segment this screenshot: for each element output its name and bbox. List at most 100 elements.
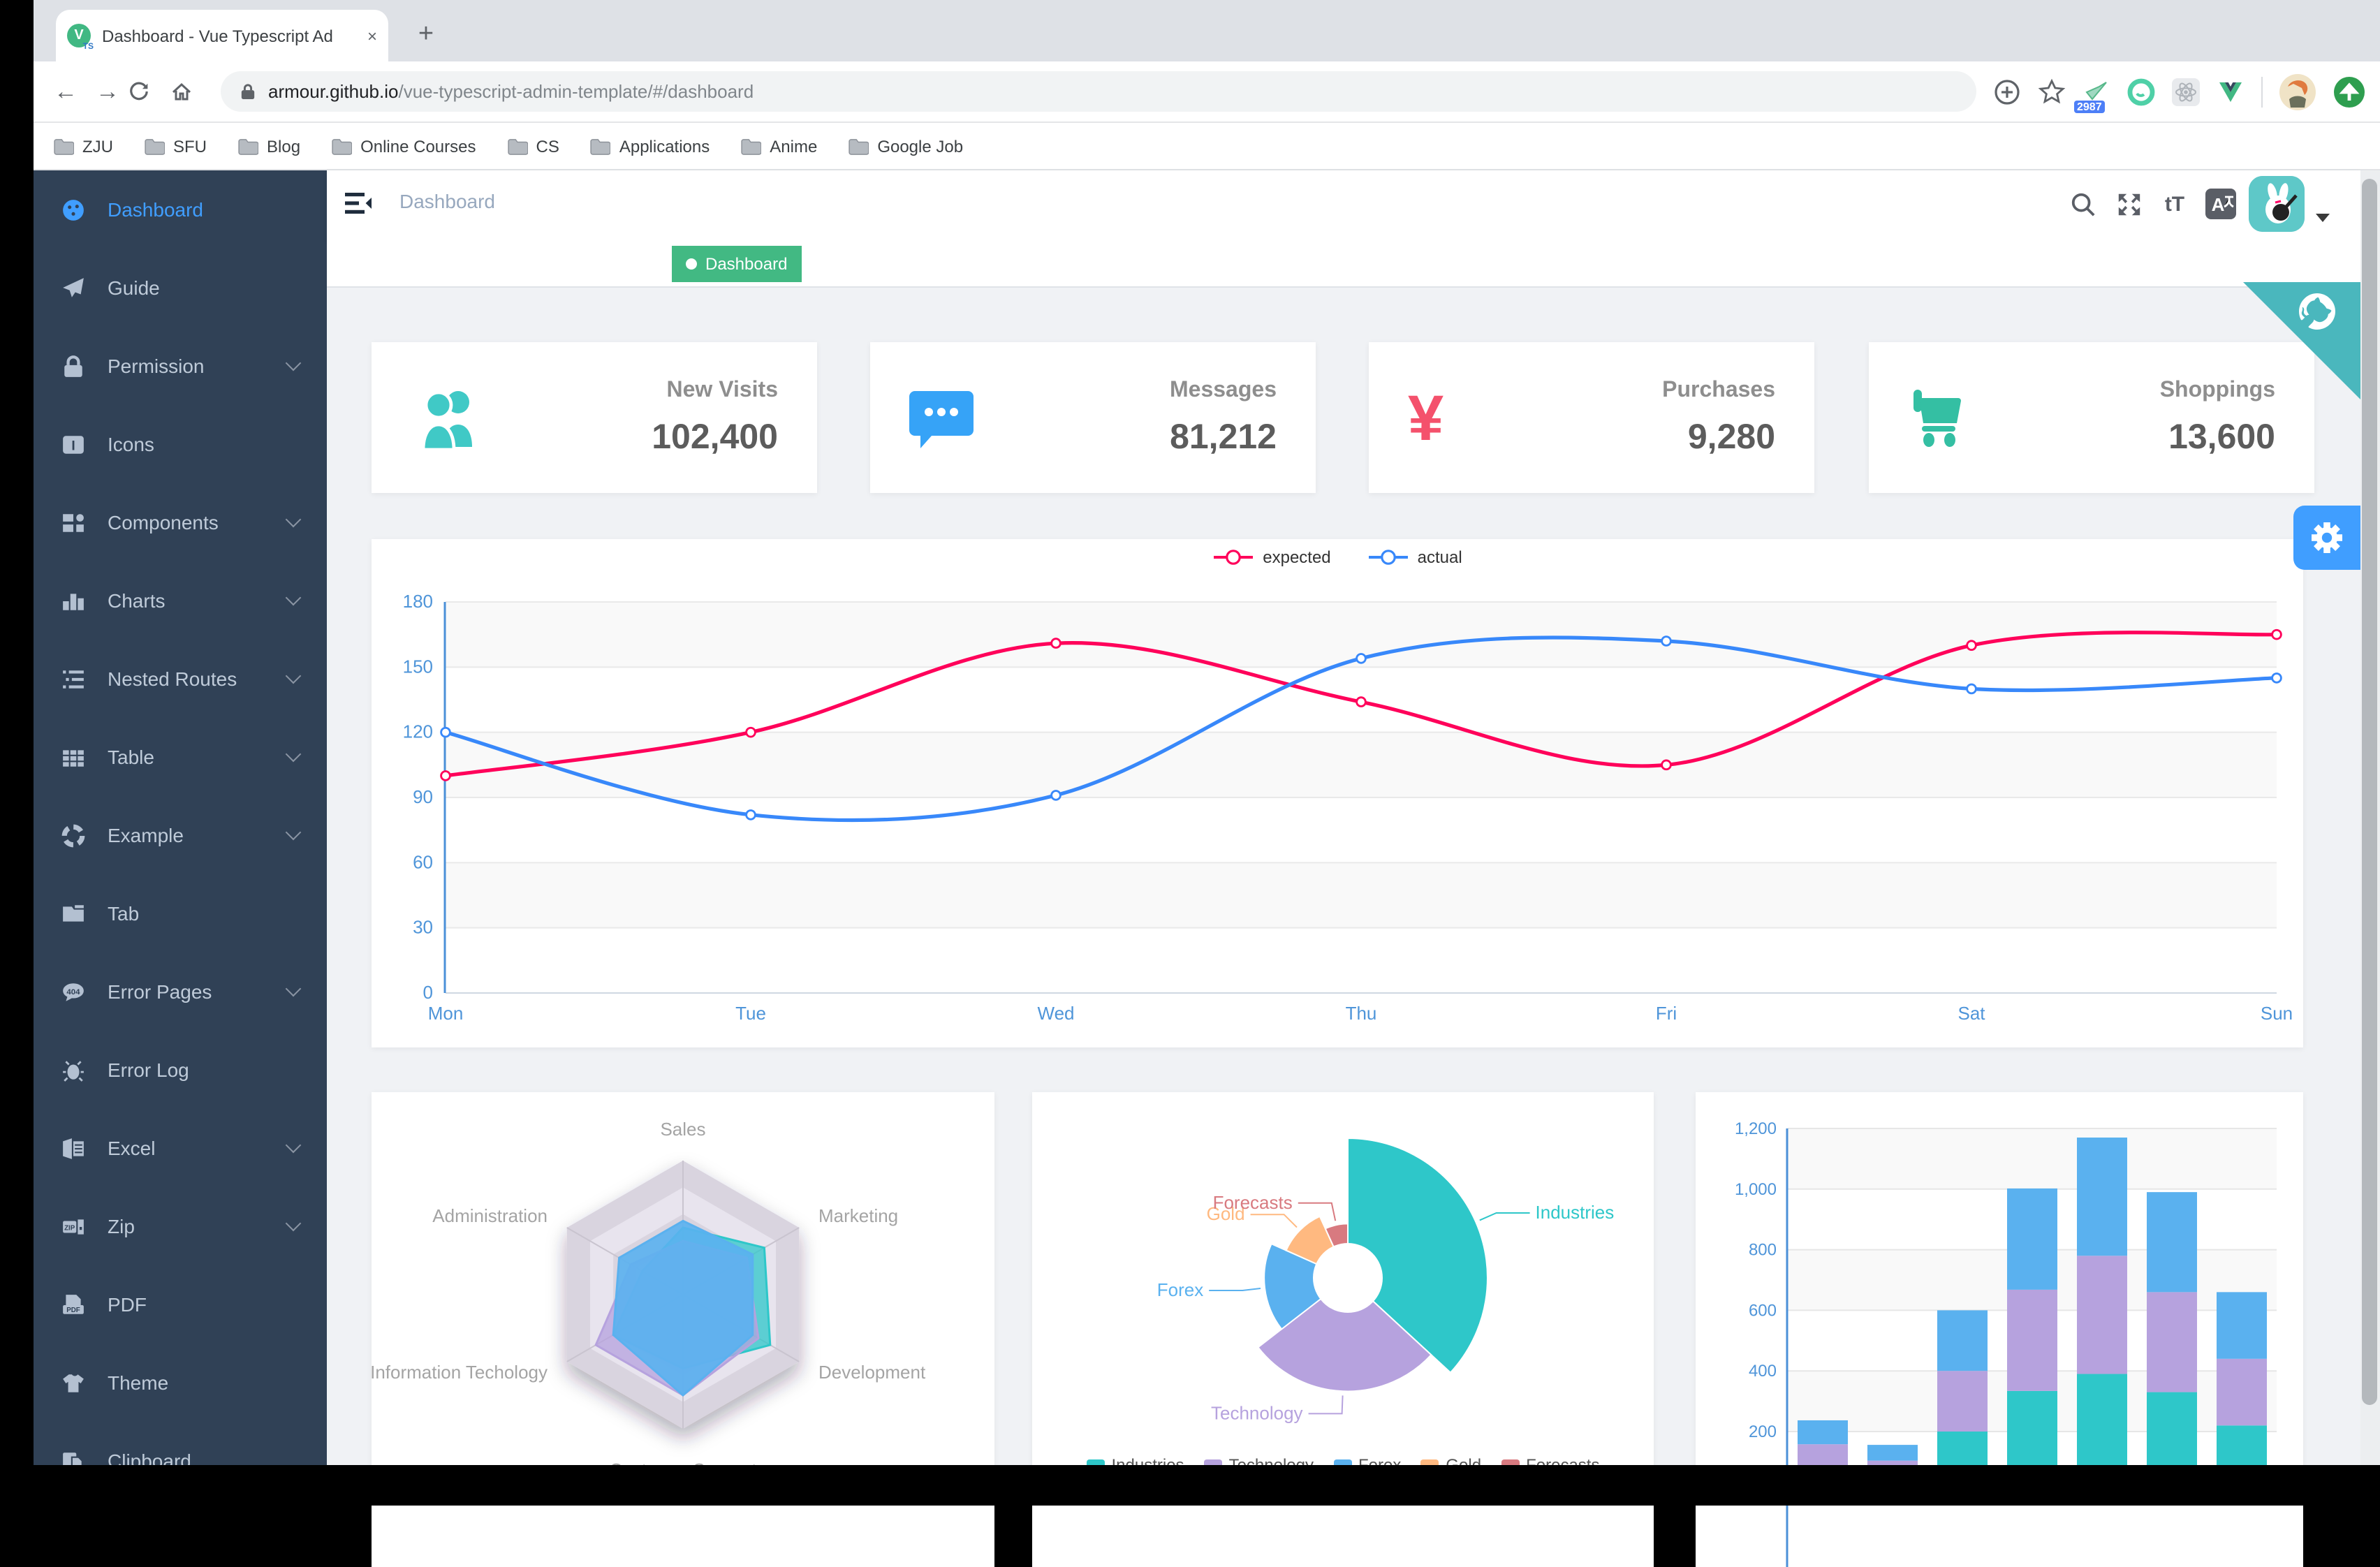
- svg-text:PDF: PDF: [66, 1306, 80, 1314]
- sidebar-item-pdf[interactable]: PDF PDF: [34, 1265, 327, 1344]
- bookmark-folder[interactable]: Applications: [590, 136, 710, 156]
- svg-text:1,200: 1,200: [1735, 1119, 1777, 1138]
- chevron-down-icon: [285, 511, 302, 528]
- svg-text:Technology: Technology: [1211, 1402, 1303, 1423]
- svg-text:0: 0: [423, 982, 433, 1003]
- app-navbar: [327, 170, 2360, 240]
- sidebar-item-guide[interactable]: Guide: [34, 249, 327, 327]
- sidebar-item-nested-routes[interactable]: Nested Routes: [34, 640, 327, 718]
- sidebar-item-components[interactable]: Components: [34, 483, 327, 561]
- sidebar-item-label: Zip: [108, 1215, 135, 1237]
- tags-view-bar: Dashboard: [327, 240, 2360, 288]
- sidebar-item-icons[interactable]: I Icons: [34, 405, 327, 483]
- bookmark-folder[interactable]: Blog: [237, 136, 300, 156]
- gear-icon: [2312, 522, 2342, 553]
- sidebar-item-permission[interactable]: Permission: [34, 327, 327, 405]
- sidebar-item-error-log[interactable]: Error Log: [34, 1031, 327, 1109]
- legend-item[interactable]: actual: [1367, 547, 1462, 567]
- sidebar-item-theme[interactable]: Theme: [34, 1344, 327, 1422]
- tag-dashboard[interactable]: Dashboard: [672, 246, 802, 282]
- legend-item[interactable]: expected: [1212, 547, 1331, 567]
- stat-title: Messages: [1170, 378, 1277, 402]
- browser-tab[interactable]: V TS Dashboard - Vue Typescript Ad ×: [56, 10, 388, 61]
- stat-card-purchases: ¥ Purchases 9,280: [1369, 342, 1814, 493]
- reload-icon[interactable]: [128, 81, 170, 102]
- zip-icon: ZIP: [61, 1214, 85, 1238]
- legend-label: expected: [1263, 547, 1331, 567]
- bookmark-folder[interactable]: Google Job: [848, 136, 963, 156]
- url-bar[interactable]: armour.github.io/vue-typescript-admin-te…: [221, 71, 1976, 112]
- sidebar-item-label: Charts: [108, 589, 166, 612]
- sidebar-item-label: Permission: [108, 355, 205, 377]
- svg-text:120: 120: [403, 721, 433, 742]
- bookmark-folder[interactable]: Online Courses: [331, 136, 476, 156]
- settings-gear-button[interactable]: [2293, 506, 2360, 570]
- tab-close-icon[interactable]: ×: [367, 26, 377, 45]
- sidebar-item-label: Theme: [108, 1371, 169, 1394]
- dropdown-caret-icon[interactable]: [2316, 214, 2330, 222]
- extension-circle-icon[interactable]: [2127, 78, 2155, 105]
- bookmark-star-icon[interactable]: [2038, 78, 2066, 105]
- browser-profile-avatar[interactable]: [2279, 73, 2316, 110]
- money-yen-icon: ¥: [1408, 381, 1444, 454]
- bookmark-folder[interactable]: CS: [507, 136, 559, 156]
- sidebar-item-clipboard[interactable]: Clipboard: [34, 1422, 327, 1465]
- github-corner-ribbon[interactable]: [2243, 282, 2360, 399]
- chevron-down-icon: [285, 1137, 302, 1154]
- home-icon[interactable]: [170, 80, 212, 103]
- text-size-icon[interactable]: tT: [2164, 192, 2185, 216]
- user-avatar[interactable]: [2249, 176, 2305, 232]
- sidebar-item-label: Clipboard: [108, 1450, 191, 1465]
- line-chart-legend[interactable]: expected actual: [372, 547, 2303, 567]
- sidebar-item-label: Table: [108, 746, 154, 768]
- sidebar-item-table[interactable]: Table: [34, 718, 327, 796]
- weekly-line-chart[interactable]: 0 30 60 90 120 150 180 Mon Tue Wed Thu Fri Sat Sun: [372, 539, 2303, 1047]
- bookmark-folder[interactable]: SFU: [144, 136, 207, 156]
- scrollbar-thumb[interactable]: [2362, 179, 2377, 1405]
- bookmark-label: Google Job: [877, 136, 964, 156]
- svg-text:Fri: Fri: [1656, 1003, 1677, 1024]
- fullscreen-icon[interactable]: [2110, 186, 2147, 222]
- github-octocat-icon[interactable]: [2291, 286, 2343, 337]
- svg-text:400: 400: [1749, 1362, 1777, 1381]
- sidebar-item-charts[interactable]: Charts: [34, 561, 327, 640]
- budget-radar-chart[interactable]: SalesMarketingDevelopmentCustomer Suppor…: [372, 1092, 994, 1567]
- stat-value: 13,600: [2168, 417, 2275, 456]
- svg-text:200: 200: [1749, 1422, 1777, 1441]
- page-zoom-icon[interactable]: [1993, 78, 2021, 105]
- sidebar-item-tab[interactable]: Tab: [34, 874, 327, 952]
- browser-update-icon[interactable]: [2333, 75, 2366, 108]
- sidebar-item-zip[interactable]: ZIP Zip: [34, 1187, 327, 1265]
- extension-check-icon[interactable]: 2987: [2074, 78, 2110, 112]
- svg-text:Sat: Sat: [1957, 1003, 1985, 1024]
- bookmark-folder[interactable]: Anime: [740, 136, 817, 156]
- sidebar-item-label: Components: [108, 511, 219, 534]
- extension-vue-icon[interactable]: [2217, 78, 2245, 105]
- new-tab-button[interactable]: +: [418, 20, 434, 49]
- bookmark-label: CS: [536, 136, 559, 156]
- sidebar-item-dashboard[interactable]: Dashboard: [34, 170, 327, 249]
- legend-marker-icon: [1214, 550, 1254, 565]
- hamburger-icon[interactable]: [345, 191, 373, 216]
- svg-text:Sun: Sun: [2261, 1003, 2293, 1024]
- screen-edge-left: [0, 0, 34, 1506]
- sidebar-item-error-pages[interactable]: 404 Error Pages: [34, 952, 327, 1031]
- breadcrumb[interactable]: Dashboard: [399, 190, 495, 212]
- sidebar-item-label: PDF: [108, 1293, 147, 1316]
- translate-icon[interactable]: A: [2203, 186, 2239, 222]
- forward-icon[interactable]: →: [96, 78, 119, 104]
- bookmark-folder[interactable]: ZJU: [53, 136, 113, 156]
- chart-icon: [61, 589, 85, 612]
- folder-icon: [145, 138, 165, 154]
- example-icon: [61, 823, 85, 847]
- extension-react-icon[interactable]: [2172, 78, 2200, 105]
- back-icon[interactable]: ←: [54, 78, 78, 104]
- chevron-down-icon: [285, 668, 302, 684]
- svg-text:404: 404: [66, 987, 80, 996]
- sidebar-item-excel[interactable]: Excel: [34, 1109, 327, 1187]
- search-icon[interactable]: [2064, 186, 2101, 222]
- folder-icon: [591, 138, 611, 154]
- sidebar-item-example[interactable]: Example: [34, 796, 327, 874]
